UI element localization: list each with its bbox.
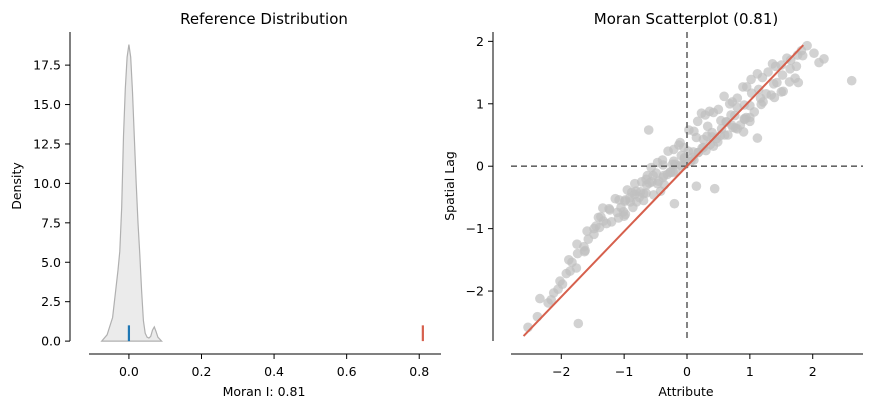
- scatter-point: [679, 153, 690, 164]
- scatter-point: [776, 60, 787, 70]
- scatter-point: [778, 86, 788, 97]
- scatter-point: [668, 167, 678, 178]
- scatter-point: [572, 239, 582, 249]
- scatter-point: [620, 196, 630, 206]
- scatter-point: [634, 192, 644, 203]
- right-y-tick-label: 1: [476, 96, 484, 111]
- scatter-point: [648, 170, 658, 181]
- right-tick-group: −2 −1 0 1 2 −2 −1 0 1 2: [466, 34, 817, 379]
- left-y-tick-label: 7.5: [41, 215, 61, 230]
- scatter-point: [769, 92, 780, 103]
- scatter-point: [707, 132, 717, 142]
- scatter-point: [564, 254, 574, 265]
- scatter-point: [846, 75, 857, 86]
- left-plot-title: Reference Distribution: [180, 10, 348, 28]
- right-x-tick-label: −1: [615, 364, 633, 379]
- scatter-point: [669, 198, 680, 209]
- scatter-point: [763, 67, 773, 77]
- scatter-point: [709, 183, 720, 194]
- scatter-point: [791, 61, 802, 72]
- right-plot-area: [511, 32, 863, 341]
- scatter-point: [753, 84, 764, 95]
- left-x-tick-label: 0.6: [337, 364, 357, 379]
- right-x-tick-label: 2: [809, 364, 817, 379]
- right-y-tick-label: −1: [466, 221, 484, 236]
- scatter-point: [809, 48, 819, 58]
- left-y-tick-label: 15.0: [33, 97, 61, 112]
- left-x-tick-label: 0.4: [264, 364, 284, 379]
- scatter-point: [738, 127, 749, 137]
- left-y-tick-label: 12.5: [33, 136, 61, 151]
- left-y-tick-label: 10.0: [33, 176, 61, 191]
- scatter-point: [772, 77, 782, 88]
- left-plot-area: [100, 44, 424, 342]
- left-y-tick-label: 17.5: [33, 58, 61, 73]
- scatter-point: [705, 139, 716, 150]
- scatter-point: [658, 172, 668, 183]
- scatter-point: [719, 91, 729, 102]
- scatter-point: [732, 93, 743, 103]
- scatter-point: [713, 104, 724, 115]
- left-tick-group: 0.0 2.5 5.0 7.5 10.0 12.5 15.0 17.5 0.0 0.2 0.4 0.6…: [33, 58, 429, 379]
- scatter-point: [628, 202, 638, 213]
- left-y-axis-label: Density: [9, 162, 24, 210]
- scatter-point: [752, 133, 763, 143]
- scatter-point: [728, 122, 738, 133]
- regression-line: [522, 44, 805, 337]
- right-x-tick-label: 0: [683, 364, 691, 379]
- scatter-point: [643, 125, 654, 135]
- right-x-tick-label: −2: [552, 364, 570, 379]
- scatter-point: [589, 229, 599, 240]
- right-plot-title: Moran Scatterplot (0.81): [594, 10, 779, 28]
- scatter-point: [746, 74, 756, 85]
- scatter-point: [655, 186, 666, 196]
- left-x-axis-label: Moran I: 0.81: [223, 384, 306, 399]
- left-x-tick-label: 0.0: [119, 364, 139, 379]
- right-y-tick-label: −2: [466, 284, 484, 299]
- right-x-tick-label: 1: [746, 364, 754, 379]
- scatter-point: [756, 99, 766, 110]
- reference-distribution-panel: Reference Distribution 0.0 2.5 5.0 7.5 10.0 1…: [9, 10, 441, 399]
- scatter-point: [619, 211, 629, 221]
- left-x-tick-label: 0.8: [409, 364, 429, 379]
- scatter-point: [573, 318, 584, 329]
- left-x-tick-label: 0.2: [192, 364, 212, 379]
- scatter-point: [802, 40, 812, 51]
- scatter-point: [691, 181, 702, 191]
- right-y-tick-label: 0: [476, 159, 484, 174]
- scatter-point: [692, 116, 703, 127]
- right-x-axis-label: Attribute: [658, 384, 714, 399]
- scatter-point: [790, 73, 800, 83]
- scatter-point: [580, 245, 590, 256]
- scatter-point: [601, 218, 612, 229]
- scatter-point: [642, 180, 652, 190]
- scatter-point: [819, 54, 829, 64]
- left-y-tick-label: 0.0: [41, 334, 61, 349]
- density-curve: [100, 44, 163, 342]
- scatter-point: [740, 114, 750, 125]
- scatter-point: [658, 160, 668, 170]
- left-y-tick-label: 2.5: [41, 294, 61, 309]
- right-y-tick-label: 2: [476, 34, 484, 49]
- scatter-point: [785, 55, 796, 65]
- scatter-point: [604, 203, 614, 214]
- right-y-axis-label: Spatial Lag: [442, 151, 457, 221]
- left-y-tick-label: 5.0: [41, 255, 61, 270]
- scatter-point: [797, 50, 808, 61]
- scatter-point: [555, 276, 565, 286]
- scatter-point: [535, 293, 545, 304]
- scatter-point: [546, 295, 556, 305]
- scatter-point: [571, 263, 582, 273]
- scatter-point: [693, 147, 704, 158]
- scatter-point: [777, 70, 788, 80]
